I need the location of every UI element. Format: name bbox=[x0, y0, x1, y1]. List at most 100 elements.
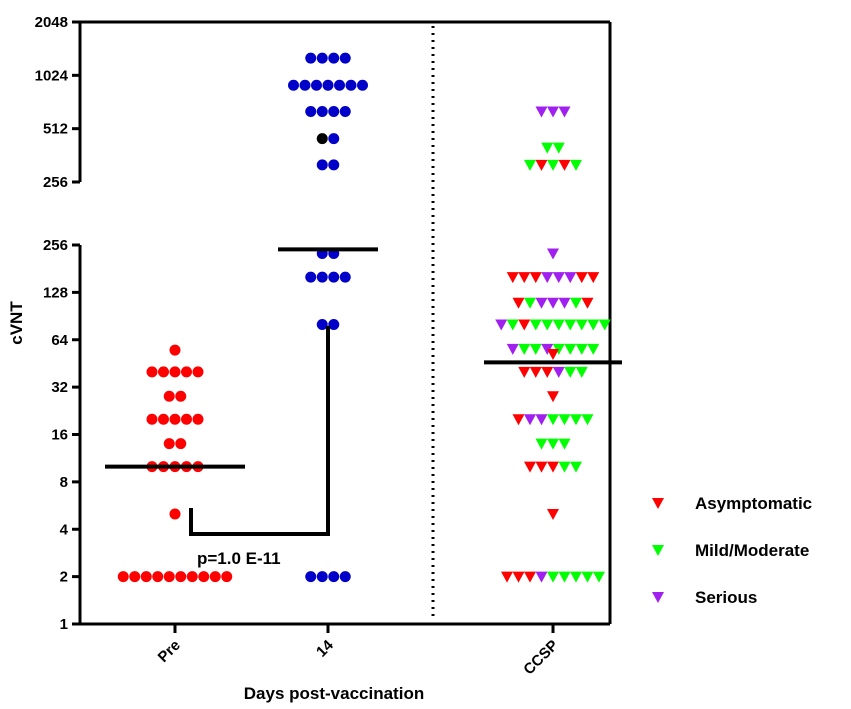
data-point-1-6-3 bbox=[339, 271, 351, 283]
data-point-2-5-3 bbox=[547, 297, 559, 309]
data-point-2-9-0 bbox=[518, 366, 531, 378]
data-point-1-3-1 bbox=[328, 133, 340, 145]
data-point-0-3-4 bbox=[192, 413, 204, 425]
data-point-0-4-0 bbox=[163, 438, 175, 450]
data-point-1-8-1 bbox=[316, 571, 328, 583]
data-point-1-3-0 bbox=[316, 133, 328, 145]
data-point-1-6-1 bbox=[316, 271, 328, 283]
legend-label-1: Mild/Moderate bbox=[695, 541, 809, 560]
data-point-2-2-3 bbox=[558, 159, 571, 171]
data-point-2-4-6 bbox=[575, 272, 588, 284]
data-point-0-7-1 bbox=[129, 571, 141, 583]
data-points bbox=[117, 52, 611, 583]
data-point-2-2-4 bbox=[570, 159, 582, 171]
data-point-2-5-4 bbox=[558, 297, 571, 309]
data-point-2-2-1 bbox=[535, 159, 548, 171]
data-point-0-3-0 bbox=[146, 413, 158, 425]
data-point-2-15-0 bbox=[501, 571, 513, 583]
data-point-2-12-0 bbox=[535, 438, 548, 450]
data-point-0-7-7 bbox=[198, 571, 210, 583]
data-point-2-13-4 bbox=[570, 461, 582, 473]
data-point-1-2-1 bbox=[316, 105, 328, 117]
data-point-2-12-2 bbox=[558, 438, 571, 450]
data-point-2-4-2 bbox=[529, 272, 542, 284]
data-point-0-7-8 bbox=[209, 571, 221, 583]
y-axis-ticks: 1 2 4 8 16 32 64 128 256 256 512 1024 2048 bbox=[35, 14, 80, 633]
y-tick-label-lower-5: 32 bbox=[51, 379, 68, 396]
data-point-1-2-2 bbox=[328, 105, 340, 117]
data-point-2-15-6 bbox=[570, 571, 582, 583]
legend-marker-2 bbox=[652, 592, 664, 603]
y-tick-label-lower-0: 1 bbox=[60, 616, 68, 633]
data-point-0-7-0 bbox=[117, 571, 129, 583]
data-point-2-6-1 bbox=[506, 319, 519, 331]
data-point-1-7-0 bbox=[316, 318, 328, 330]
y-tick-label-lower-2: 4 bbox=[60, 521, 69, 538]
y-axis-title: cVNT bbox=[7, 301, 26, 345]
data-point-2-13-2 bbox=[547, 461, 559, 473]
data-point-0-3-2 bbox=[169, 413, 181, 425]
x-tick-label-1: 14 bbox=[313, 636, 337, 660]
data-point-2-10-0 bbox=[547, 391, 559, 403]
data-point-2-5-1 bbox=[524, 297, 536, 309]
data-point-2-11-6 bbox=[581, 414, 594, 426]
data-point-2-11-1 bbox=[524, 414, 536, 426]
data-point-1-4-1 bbox=[328, 159, 340, 171]
data-point-0-1-3 bbox=[181, 366, 192, 378]
data-point-2-6-6 bbox=[564, 319, 577, 331]
data-point-2-5-2 bbox=[535, 297, 548, 309]
data-point-1-1-4 bbox=[334, 79, 345, 91]
data-point-2-6-5 bbox=[552, 319, 565, 331]
data-point-2-7-0 bbox=[506, 343, 519, 355]
data-point-2-4-1 bbox=[518, 272, 531, 284]
data-point-2-11-5 bbox=[570, 414, 582, 426]
y-tick-label-lower-7: 128 bbox=[43, 284, 68, 301]
data-point-2-5-6 bbox=[581, 297, 594, 309]
data-point-2-13-1 bbox=[535, 461, 548, 473]
data-point-1-1-0 bbox=[288, 79, 299, 91]
y-tick-label-upper-1: 512 bbox=[43, 121, 68, 138]
y-tick-label-lower-8: 256 bbox=[43, 237, 68, 254]
data-point-2-6-7 bbox=[575, 319, 588, 331]
data-point-2-0-2 bbox=[558, 106, 571, 118]
data-point-0-1-2 bbox=[169, 366, 181, 378]
p-value-annotation: p=1.0 E-11 bbox=[197, 549, 281, 568]
data-point-1-8-0 bbox=[305, 571, 317, 583]
data-point-2-2-2 bbox=[547, 159, 559, 171]
data-point-0-3-1 bbox=[158, 413, 169, 425]
data-point-1-2-3 bbox=[339, 105, 351, 117]
data-point-2-7-1 bbox=[518, 343, 531, 355]
legend-marker-1 bbox=[652, 545, 664, 556]
data-point-2-9-1 bbox=[529, 366, 542, 378]
data-point-1-1-6 bbox=[357, 79, 368, 91]
data-point-2-15-8 bbox=[593, 571, 605, 583]
data-point-2-8-0 bbox=[547, 348, 559, 360]
data-point-2-4-3 bbox=[541, 272, 554, 284]
data-point-2-0-0 bbox=[535, 106, 548, 118]
y-tick-label-upper-2: 1024 bbox=[35, 67, 69, 84]
data-point-2-13-3 bbox=[558, 461, 571, 473]
data-point-1-0-2 bbox=[328, 52, 340, 64]
data-point-2-9-4 bbox=[564, 366, 577, 378]
data-point-1-7-1 bbox=[328, 318, 340, 330]
y-tick-label-upper-0: 256 bbox=[43, 174, 68, 191]
data-point-0-7-9 bbox=[221, 571, 233, 583]
data-point-2-15-4 bbox=[547, 571, 559, 583]
data-point-2-11-2 bbox=[535, 414, 548, 426]
data-point-2-6-3 bbox=[529, 319, 542, 331]
data-point-2-7-6 bbox=[575, 343, 588, 355]
data-point-2-11-0 bbox=[512, 414, 525, 426]
data-point-1-4-0 bbox=[316, 159, 328, 171]
data-point-0-4-1 bbox=[175, 438, 187, 450]
data-point-1-8-2 bbox=[328, 571, 340, 583]
data-point-0-6-0 bbox=[169, 508, 181, 520]
data-point-2-6-2 bbox=[518, 319, 531, 331]
data-point-2-9-3 bbox=[552, 366, 565, 378]
data-point-2-5-5 bbox=[570, 297, 582, 309]
data-point-0-7-6 bbox=[186, 571, 198, 583]
legend-label-2: Serious bbox=[695, 588, 757, 607]
data-point-2-3-0 bbox=[547, 248, 559, 260]
data-point-2-6-4 bbox=[541, 319, 554, 331]
data-point-2-9-5 bbox=[575, 366, 588, 378]
median-lines bbox=[105, 247, 622, 469]
